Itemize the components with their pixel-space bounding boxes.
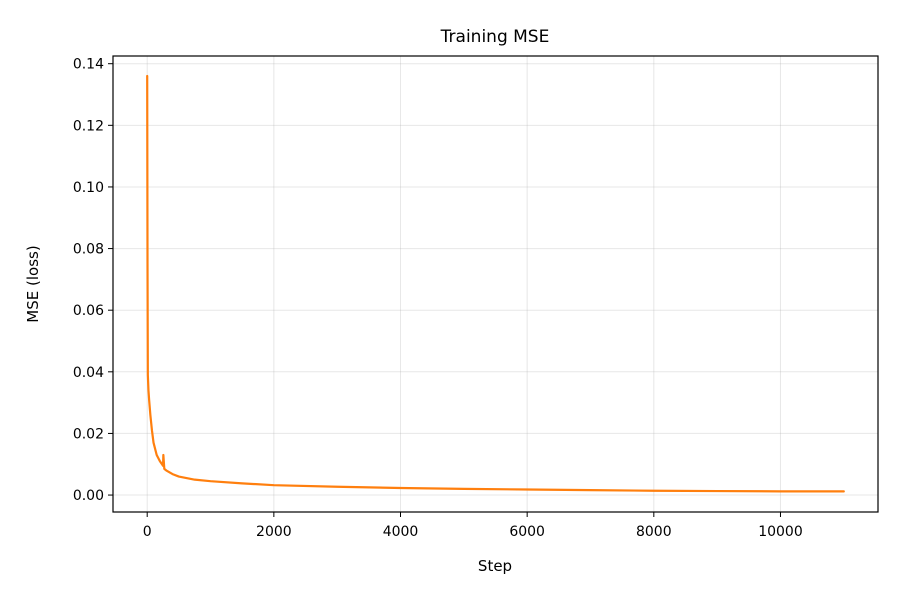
x-tick-label: 4000: [383, 524, 419, 540]
x-axis-label: Step: [478, 557, 512, 575]
chart-title: Training MSE: [440, 27, 550, 47]
y-axis: 0.00 0.02 0.04 0.06 0.08 0.10 0.12 0.14: [73, 57, 113, 504]
y-tick-label: 0.10: [73, 180, 104, 196]
series-layer: [146, 74, 845, 493]
y-tick-label: 0.14: [73, 57, 104, 73]
y-tick-label: 0.00: [73, 488, 104, 504]
y-tick-label: 0.02: [73, 426, 104, 442]
x-tick-label: 6000: [509, 524, 545, 540]
y-tick-label: 0.04: [73, 365, 104, 381]
x-tick-label: 8000: [636, 524, 672, 540]
x-tick-label: 0: [143, 524, 152, 540]
x-axis: 0 2000 4000 6000 8000 10000: [143, 512, 803, 540]
y-tick-label: 0.06: [73, 303, 104, 319]
y-tick-label: 0.08: [73, 242, 104, 258]
y-axis-label: MSE (loss): [24, 245, 42, 322]
series-line: [146, 74, 845, 493]
grid: [113, 56, 878, 512]
x-tick-label: 2000: [256, 524, 292, 540]
plot-frame: [112, 55, 879, 513]
y-tick-label: 0.12: [73, 118, 104, 134]
x-tick-label: 10000: [758, 524, 803, 540]
